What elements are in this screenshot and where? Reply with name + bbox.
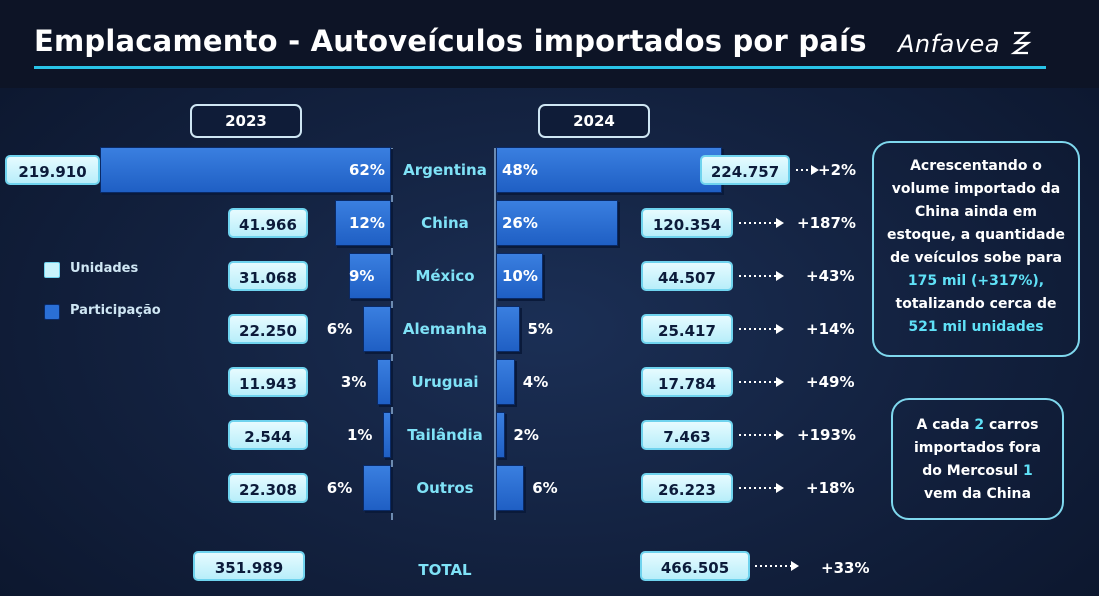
change-arrow — [739, 218, 784, 228]
bar-2024 — [496, 200, 619, 246]
change-label: +43% — [806, 267, 855, 285]
total-label: TOTAL — [418, 561, 472, 579]
country-label: Tailândia — [407, 426, 483, 444]
note-line: de veículos sobe para — [890, 250, 1062, 266]
share-label-2024: 2% — [513, 426, 539, 444]
country-label: Alemanha — [402, 320, 488, 338]
share-label-2024: 5% — [527, 320, 553, 338]
share-label-2023: 9% — [349, 267, 375, 285]
total-change: +33% — [821, 559, 870, 577]
country-label: Uruguai — [411, 373, 479, 391]
units-2024: 120.354 — [641, 208, 733, 238]
units-2023: 22.250 — [228, 314, 308, 344]
note-number-highlight: 2 — [974, 417, 985, 433]
country-label: China — [421, 214, 469, 232]
share-label-2024: 10% — [502, 267, 538, 285]
units-2023: 219.910 — [5, 155, 100, 185]
units-2024: 44.507 — [641, 261, 733, 291]
share-label-2023: 3% — [340, 373, 367, 391]
units-2024: 26.223 — [641, 473, 733, 503]
units-2023: 41.966 — [228, 208, 308, 238]
note-line: importados fora — [914, 440, 1041, 456]
anfavea-logo-icon — [1010, 31, 1032, 55]
year-2024-label: 2024 — [538, 104, 650, 138]
change-arrow — [739, 377, 784, 387]
legend-share-label: Participação — [70, 303, 161, 318]
share-label-2024: 48% — [502, 161, 538, 179]
share-label-2023: 12% — [349, 214, 385, 232]
bar-2023 — [334, 200, 391, 246]
bar-2023 — [362, 465, 391, 511]
units-2023: 31.068 — [228, 261, 308, 291]
bar-2023 — [376, 359, 391, 405]
bar-2024 — [496, 253, 543, 299]
bar-2023 — [99, 147, 391, 193]
note-line: vem da China — [924, 486, 1031, 502]
axis-right-divider — [494, 148, 496, 520]
note-line: estoque, a quantidade — [886, 227, 1065, 243]
header-bar — [0, 0, 1099, 88]
axis-left-divider — [391, 148, 393, 520]
change-label: +18% — [806, 479, 855, 497]
share-label-2023: 6% — [326, 479, 353, 497]
share-label-2024: 4% — [522, 373, 549, 391]
title-underline — [34, 66, 1046, 69]
legend-units-label: Unidades — [70, 261, 139, 276]
bar-2024 — [496, 412, 506, 458]
note-line-highlight: 175 mil (+317%), — [907, 273, 1045, 289]
change-label: +14% — [806, 320, 855, 338]
country-label: Argentina — [403, 161, 487, 179]
bar-2024 — [496, 465, 525, 511]
total-2023-value: 351.989 — [193, 551, 305, 581]
units-2024: 25.417 — [641, 314, 733, 344]
note-line-highlight: 521 mil unidades — [908, 319, 1044, 335]
page-title: Emplacamento - Autoveículos importados p… — [34, 24, 867, 58]
share-label-2023: 6% — [326, 320, 353, 338]
bar-2024 — [496, 359, 515, 405]
change-arrow — [739, 430, 784, 440]
mercosul-note: A cada 2 carros importados fora do Merco… — [891, 398, 1064, 520]
note-text: A cada — [916, 417, 975, 433]
total-arrow — [755, 561, 799, 571]
country-label: México — [415, 267, 475, 285]
change-label: +187% — [797, 214, 856, 232]
units-2023: 11.943 — [228, 367, 308, 397]
units-2023: 22.308 — [228, 473, 308, 503]
units-2024: 224.757 — [700, 155, 790, 185]
note-line: Acrescentando o — [910, 158, 1042, 174]
legend-units-swatch — [44, 262, 60, 278]
china-stock-note: Acrescentando o volume importado da Chin… — [872, 141, 1080, 357]
note-line: volume importado da — [891, 181, 1061, 197]
change-arrow — [739, 483, 784, 493]
change-label: +49% — [806, 373, 855, 391]
year-2023-label: 2023 — [190, 104, 302, 138]
total-2024-value: 466.505 — [640, 551, 750, 581]
note-line: totalizando cerca de — [895, 296, 1057, 312]
change-label: +2% — [818, 161, 857, 179]
change-arrow — [796, 165, 819, 175]
share-label-2024: 6% — [532, 479, 558, 497]
share-label-2023: 1% — [347, 426, 373, 444]
anfavea-logo: Anfavea — [898, 30, 1000, 58]
bar-2023 — [383, 412, 391, 458]
bar-2024 — [496, 306, 520, 352]
note-number-highlight: 1 — [1022, 463, 1033, 479]
share-label-2024: 26% — [502, 214, 538, 232]
legend-share-swatch — [44, 304, 60, 320]
country-label: Outros — [416, 479, 474, 497]
share-label-2023: 62% — [349, 161, 385, 179]
note-text: carros — [984, 417, 1039, 433]
bar-2023 — [362, 306, 391, 352]
note-line: China ainda em — [915, 204, 1037, 220]
note-line: do Mercosul 1 — [893, 460, 1062, 483]
units-2024: 7.463 — [641, 420, 733, 450]
change-arrow — [739, 324, 784, 334]
change-label: +193% — [797, 426, 856, 444]
units-2023: 2.544 — [228, 420, 308, 450]
units-2024: 17.784 — [641, 367, 733, 397]
note-line: A cada 2 carros — [893, 414, 1062, 437]
bar-2023 — [348, 253, 391, 299]
change-arrow — [739, 271, 784, 281]
note-text: do Mercosul — [922, 463, 1023, 479]
